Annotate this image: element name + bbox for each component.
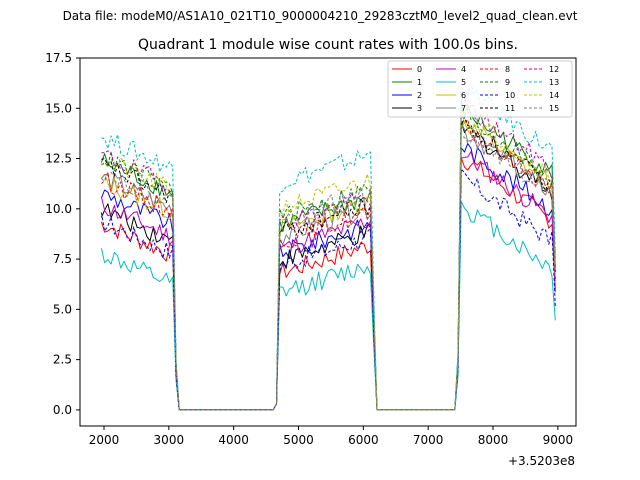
- x-tick-label: 9000: [543, 433, 574, 447]
- y-tick-label: 17.5: [45, 51, 72, 65]
- x-tick-label: 4000: [218, 433, 249, 447]
- series-layer: [101, 84, 555, 410]
- legend-label-5: 5: [461, 78, 466, 87]
- legend-label-6: 6: [461, 91, 466, 100]
- x-axis: 2000 3000 4000 5000 6000 7000 8000 9000: [89, 426, 573, 447]
- legend-label-4: 4: [461, 65, 466, 74]
- series-line-12: [101, 97, 555, 410]
- legend-label-10: 10: [505, 91, 515, 100]
- y-tick-label: 0.0: [53, 403, 72, 417]
- legend-label-11: 11: [505, 104, 515, 113]
- series-line-5: [101, 202, 555, 410]
- x-tick-label: 2000: [89, 433, 120, 447]
- series-line-15: [101, 129, 555, 410]
- y-tick-label: 15.0: [45, 101, 72, 115]
- figure-suptitle: Data file: modeM0/AS1A10_021T10_90000042…: [63, 9, 578, 23]
- legend-label-15: 15: [549, 104, 559, 113]
- x-tick-label: 8000: [478, 433, 509, 447]
- legend-label-12: 12: [549, 65, 559, 74]
- chart-title: Quadrant 1 module wise count rates with …: [138, 37, 518, 53]
- y-tick-label: 5.0: [53, 302, 72, 316]
- legend-label-2: 2: [417, 91, 422, 100]
- y-tick-label: 12.5: [45, 152, 72, 166]
- y-tick-label: 7.5: [53, 252, 72, 266]
- y-tick-label: 10.0: [45, 202, 72, 216]
- x-offset-label: +3.5203e8: [508, 454, 575, 468]
- x-tick-label: 7000: [413, 433, 444, 447]
- series-line-11: [101, 117, 555, 410]
- legend-label-3: 3: [417, 104, 422, 113]
- series-line-8: [101, 115, 555, 410]
- x-tick-label: 5000: [283, 433, 314, 447]
- legend-label-8: 8: [505, 65, 510, 74]
- series-line-14: [101, 109, 555, 410]
- x-tick-label: 6000: [348, 433, 379, 447]
- y-axis: 0.0 2.5 5.0 7.5 10.0 12.5 15.0 17.5: [45, 51, 80, 417]
- legend-label-7: 7: [461, 104, 466, 113]
- series-line-9: [101, 110, 555, 410]
- x-tick-label: 3000: [154, 433, 185, 447]
- legend-label-0: 0: [417, 65, 422, 74]
- legend-label-1: 1: [417, 78, 422, 87]
- chart: Data file: modeM0/AS1A10_021T10_90000042…: [0, 0, 640, 480]
- legend-label-14: 14: [549, 91, 559, 100]
- y-tick-label: 2.5: [53, 353, 72, 367]
- legend-label-13: 13: [549, 78, 559, 87]
- series-line-7: [101, 127, 555, 410]
- legend-label-9: 9: [505, 78, 510, 87]
